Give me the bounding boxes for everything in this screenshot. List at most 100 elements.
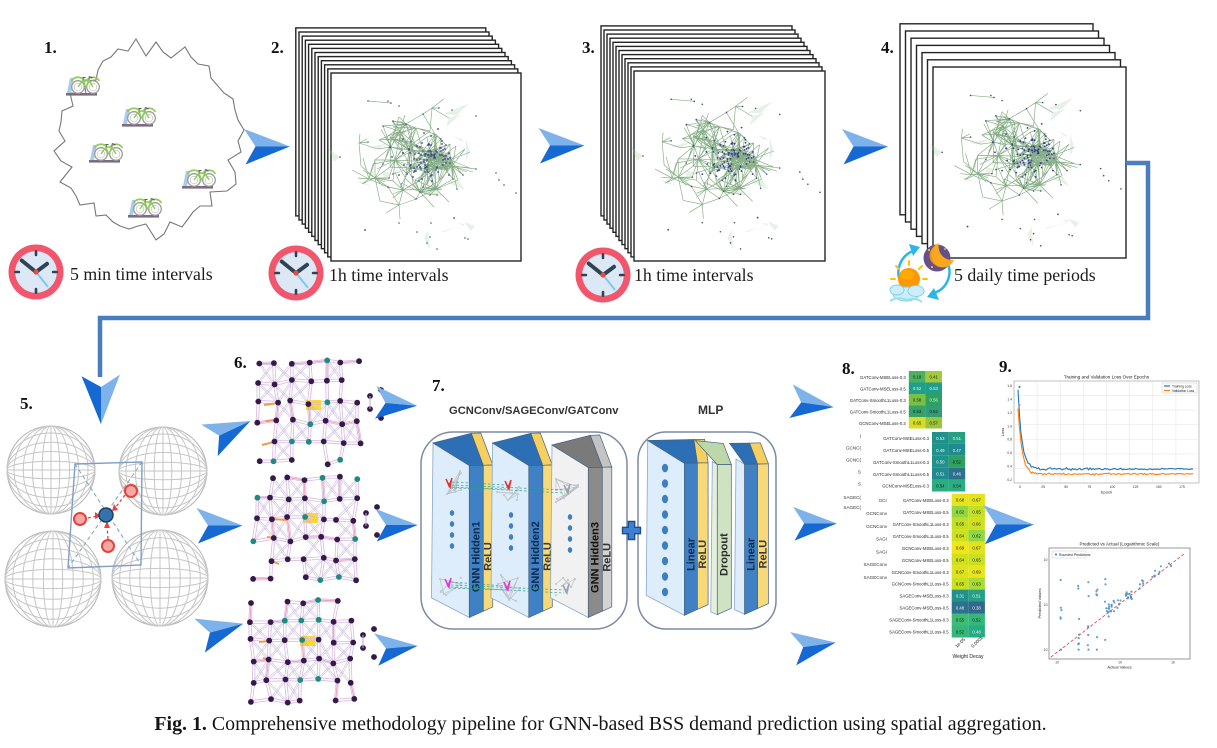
svg-text:GCNConv: GCNConv	[866, 524, 888, 529]
svg-text:GCNConv: GCNConv	[866, 511, 888, 516]
svg-text:Predicted vs Actual (Logarithm: Predicted vs Actual (Logarithmic Scale)	[1080, 542, 1160, 547]
svg-text:0.46: 0.46	[953, 472, 962, 477]
svg-text:GATConv-MSELoss-0.5: GATConv-MSELoss-0.5	[860, 386, 906, 391]
svg-text:GNN Hidden2: GNN Hidden2	[530, 521, 542, 592]
svg-text:GCNConv-SmoothL1Loss-0.3: GCNConv-SmoothL1Loss-0.3	[892, 570, 950, 575]
svg-text:10: 10	[1118, 661, 1122, 665]
svg-text:0.56: 0.56	[930, 398, 939, 403]
svg-text:SAGEConv-SmoothL1Loss-0.3: SAGEConv-SmoothL1Loss-0.3	[889, 618, 949, 623]
svg-text:Actual Values: Actual Values	[1107, 665, 1131, 670]
svg-text:S: S	[858, 470, 861, 475]
svg-text:GATConv-SmoothL1Loss-0.5: GATConv-SmoothL1Loss-0.5	[893, 534, 950, 539]
svg-text:0.49: 0.49	[936, 448, 945, 453]
svg-text:0.65: 0.65	[972, 558, 981, 563]
svg-text:SAGEC(: SAGEC(	[843, 505, 861, 510]
svg-text:Loss: Loss	[1000, 428, 1005, 436]
svg-text:0.52: 0.52	[953, 460, 962, 465]
svg-text:0.68: 0.68	[956, 498, 965, 503]
svg-text:10: 10	[1055, 661, 1059, 665]
svg-text:0.38: 0.38	[972, 605, 981, 610]
svg-text:0.18: 0.18	[913, 375, 922, 380]
svg-text:ReLU: ReLU	[757, 540, 769, 569]
svg-text:0.65: 0.65	[972, 510, 981, 515]
svg-text:0.58: 0.58	[913, 398, 922, 403]
svg-text:10: 10	[1044, 558, 1048, 562]
svg-text:SAGEConv: SAGEConv	[864, 562, 888, 567]
svg-text:SAGI: SAGI	[876, 537, 887, 542]
svg-text:4.: 4.	[881, 38, 894, 57]
svg-text:0.4: 0.4	[1007, 465, 1012, 469]
svg-text:GATConv-MSELoss-0.3: GATConv-MSELoss-0.3	[903, 498, 949, 503]
svg-text:GCNConv-MSELoss-0.3: GCNConv-MSELoss-0.3	[902, 546, 949, 551]
svg-text:GCNConv/SAGEConv/GATConv: GCNConv/SAGEConv/GATConv	[449, 405, 619, 417]
svg-text:SAGEConv: SAGEConv	[864, 575, 888, 580]
svg-text:1h time intervals: 1h time intervals	[329, 265, 449, 285]
svg-text:GCNConv-MSELoss-0.3: GCNConv-MSELoss-0.3	[882, 484, 929, 489]
svg-text:SAGEConv-MSELoss-0.5: SAGEConv-MSELoss-0.5	[899, 606, 949, 611]
svg-text:GATConv-SmoothL1Loss-0.5: GATConv-SmoothL1Loss-0.5	[850, 409, 907, 414]
svg-text:GCNConv-MSELoss-0.3: GCNConv-MSELoss-0.3	[859, 421, 906, 426]
svg-text:0.67: 0.67	[972, 546, 981, 551]
svg-text:0.41: 0.41	[930, 375, 939, 380]
svg-text:ReLU: ReLU	[601, 543, 613, 572]
svg-text:0.8: 0.8	[1007, 438, 1012, 442]
svg-text:Training Loss: Training Loss	[1172, 384, 1192, 388]
svg-text:9.: 9.	[999, 357, 1012, 376]
svg-text:0.69: 0.69	[956, 546, 965, 551]
svg-text:0.67: 0.67	[972, 498, 981, 503]
svg-text:1.0: 1.0	[1007, 424, 1012, 428]
svg-text:0.65: 0.65	[956, 522, 965, 527]
svg-text:75: 75	[1088, 485, 1092, 489]
svg-text:0.54: 0.54	[953, 484, 962, 489]
svg-text:GATConv-MSELoss-0.3: GATConv-MSELoss-0.3	[883, 436, 929, 441]
svg-text:0.51: 0.51	[972, 594, 981, 599]
svg-text:0.2: 0.2	[1007, 478, 1012, 482]
svg-text:0: 0	[1019, 485, 1021, 489]
svg-text:Predicted Values: Predicted Values	[1037, 589, 1042, 619]
svg-text:SAGEConv-MSELoss-0.3: SAGEConv-MSELoss-0.3	[899, 594, 949, 599]
svg-text:GATConv-SmoothL1Loss-0.3: GATConv-SmoothL1Loss-0.3	[893, 522, 950, 527]
svg-text:8.: 8.	[842, 359, 855, 378]
svg-text:0.48: 0.48	[972, 629, 981, 634]
svg-text:0.66: 0.66	[972, 522, 981, 527]
svg-text:SAGEConv-SmoothL1Loss-0.5: SAGEConv-SmoothL1Loss-0.5	[889, 630, 949, 635]
svg-text:Validation Loss: Validation Loss	[1172, 389, 1194, 393]
svg-text:125: 125	[1133, 485, 1139, 489]
svg-text:Training and Validation Loss O: Training and Validation Loss Over Epochs	[1064, 375, 1150, 380]
svg-text:10: 10	[1171, 661, 1175, 665]
svg-text:0.51: 0.51	[953, 436, 962, 441]
svg-text:GATConv-MSELoss-0.5: GATConv-MSELoss-0.5	[903, 510, 949, 515]
svg-text:GATConv-MSELoss-0.3: GATConv-MSELoss-0.3	[860, 375, 906, 380]
svg-text:0.62: 0.62	[972, 534, 981, 539]
svg-text:0.65: 0.65	[956, 582, 965, 587]
svg-text:GCNC(: GCNC(	[846, 446, 862, 451]
svg-text:l: l	[860, 434, 861, 439]
svg-text:3.: 3.	[582, 38, 595, 57]
svg-text:0.47: 0.47	[953, 448, 962, 453]
svg-text:0.64: 0.64	[956, 558, 965, 563]
svg-text:10: 10	[1044, 648, 1048, 652]
svg-text:25: 25	[1041, 485, 1045, 489]
svg-text:175: 175	[1179, 485, 1185, 489]
svg-text:5.: 5.	[20, 394, 33, 413]
svg-text:GCNC(: GCNC(	[846, 458, 862, 463]
svg-text:Fig. 1. Comprehensive methodol: Fig. 1. Comprehensive methodology pipeli…	[154, 713, 1046, 735]
svg-text:1.: 1.	[44, 38, 57, 57]
svg-text:0.6: 0.6	[1007, 451, 1012, 455]
svg-text:Dropout: Dropout	[719, 533, 731, 576]
svg-text:ReLU: ReLU	[697, 540, 709, 569]
svg-text:0.62: 0.62	[956, 510, 965, 515]
svg-text:GCNConv-MSELoss-0.5: GCNConv-MSELoss-0.5	[902, 558, 949, 563]
svg-text:0.48: 0.48	[956, 605, 965, 610]
svg-text:1.6: 1.6	[1007, 384, 1012, 388]
svg-text:1h time intervals: 1h time intervals	[634, 265, 754, 285]
svg-text:0.52: 0.52	[972, 617, 981, 622]
svg-text:GATConv-SmoothL1Loss-0.3: GATConv-SmoothL1Loss-0.3	[873, 460, 930, 465]
svg-text:0.52: 0.52	[913, 386, 922, 391]
svg-text:0.53: 0.53	[913, 409, 922, 414]
svg-text:0.52: 0.52	[930, 409, 939, 414]
svg-text:0.52: 0.52	[956, 629, 965, 634]
svg-text:0.54: 0.54	[936, 484, 945, 489]
svg-text:GATConv-SmoothL1Loss-0.5: GATConv-SmoothL1Loss-0.5	[873, 472, 930, 477]
svg-text:0.67: 0.67	[956, 570, 965, 575]
